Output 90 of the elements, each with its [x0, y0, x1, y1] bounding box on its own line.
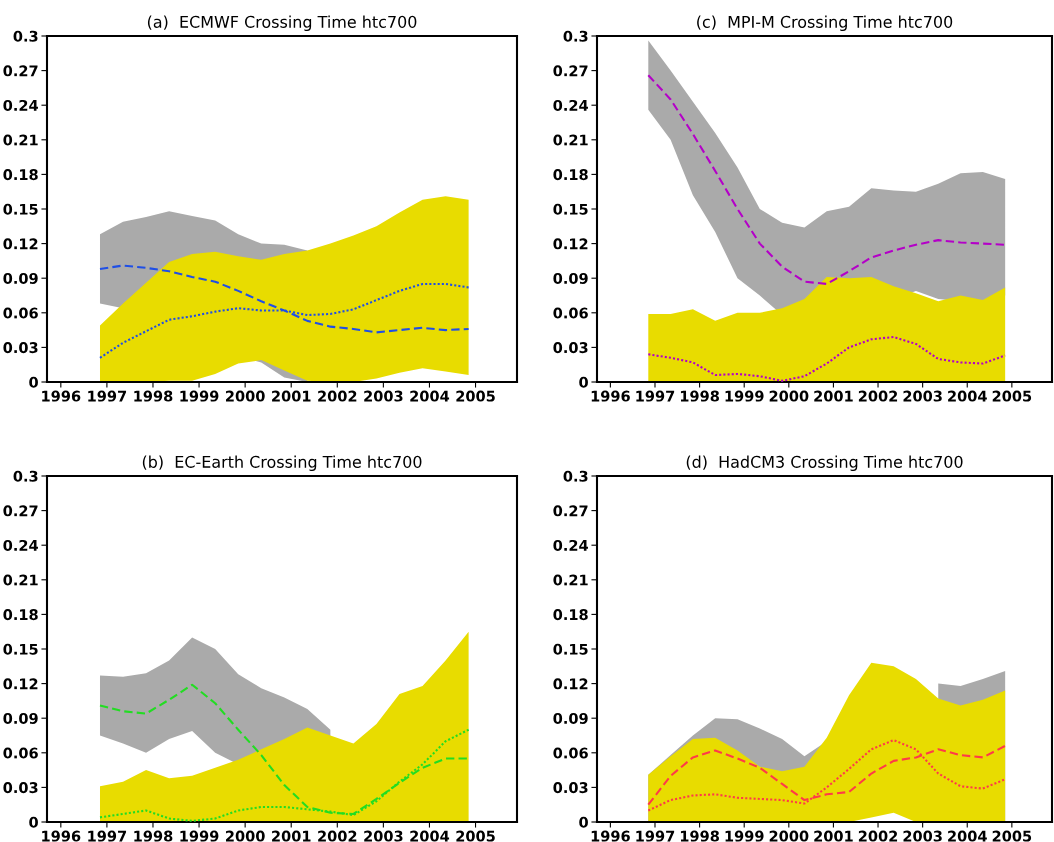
x-tick-label: 2003 [364, 830, 403, 842]
x-tick-label: 2003 [364, 390, 403, 402]
x-tick-label: 1997 [88, 830, 127, 842]
y-tick-label: 0.09 [3, 272, 38, 284]
x-tick-label: 2002 [858, 390, 898, 402]
x-tick-label: 2005 [992, 390, 1032, 402]
chart-title: (b) EC-Earth Crossing Time htc700 [142, 455, 422, 471]
x-tick-label: 2005 [992, 830, 1032, 842]
line-series [647, 74, 1007, 286]
y-tick-label: 0.15 [553, 643, 588, 655]
x-tick-label: 2002 [858, 830, 898, 842]
y-tick-label: 0 [579, 816, 588, 828]
x-tick-label: 2000 [769, 390, 809, 402]
x-tick-label: 1996 [42, 390, 81, 402]
y-tick-label: 0.12 [553, 238, 588, 250]
x-tick-label: 2000 [226, 390, 265, 402]
y-tick-label: 0.3 [563, 470, 588, 482]
x-tick-label: 1999 [725, 830, 764, 842]
y-tick-label: 0.09 [553, 712, 588, 724]
y-tick-label: 0.27 [553, 65, 588, 77]
y-tick-label: 0.27 [553, 505, 588, 517]
x-tick-label: 1996 [42, 830, 81, 842]
y-tick-label: 0.3 [563, 30, 588, 42]
chart-title: (a) ECMWF Crossing Time htc700 [147, 15, 417, 31]
x-tick-label: 1997 [636, 830, 675, 842]
x-tick-label: 2004 [948, 390, 987, 402]
y-tick-label: 0.21 [553, 134, 588, 146]
x-tick-label: 2000 [226, 830, 265, 842]
y-tick-label: 0.03 [553, 782, 588, 794]
x-tick-label: 2002 [318, 390, 357, 402]
y-tick-label: 0.15 [3, 203, 38, 215]
chart-title: (c) MPI-M Crossing Time htc700 [697, 15, 953, 31]
y-tick-label: 0.03 [3, 782, 38, 794]
y-tick-label: 0.15 [3, 643, 38, 655]
y-tick-label: 0 [29, 816, 38, 828]
y-tick-label: 0.18 [553, 609, 588, 621]
x-tick-label: 1999 [180, 390, 219, 402]
x-tick-label: 2003 [903, 390, 942, 402]
x-tick-label: 1998 [680, 830, 719, 842]
y-tick-label: 0.21 [3, 574, 38, 586]
x-tick-label: 1996 [591, 830, 630, 842]
x-tick-label: 1999 [180, 830, 219, 842]
y-tick-label: 0.21 [3, 134, 38, 146]
x-tick-label: 2003 [903, 830, 942, 842]
x-tick-label: 1998 [134, 390, 173, 402]
x-tick-label: 1996 [591, 390, 630, 402]
x-tick-label: 2001 [272, 390, 311, 402]
y-tick-label: 0.3 [13, 30, 38, 42]
x-tick-label: 2002 [318, 830, 357, 842]
x-tick-label: 2001 [272, 830, 311, 842]
y-tick-label: 0.03 [553, 342, 588, 354]
y-tick-label: 0.21 [553, 574, 588, 586]
x-tick-label: 2005 [456, 830, 495, 842]
x-tick-label: 1997 [636, 390, 675, 402]
y-tick-label: 0.27 [3, 65, 38, 77]
x-tick-label: 1998 [134, 830, 173, 842]
y-tick-label: 0.06 [3, 307, 38, 319]
y-tick-label: 0.3 [13, 470, 38, 482]
y-tick-label: 0.24 [553, 99, 588, 111]
y-tick-label: 0 [29, 376, 38, 388]
x-tick-label: 2001 [814, 390, 853, 402]
x-tick-label: 1999 [725, 390, 764, 402]
y-tick-label: 0 [579, 376, 588, 388]
y-tick-label: 0.15 [553, 203, 588, 215]
x-tick-label: 2004 [948, 830, 987, 842]
y-tick-label: 0.12 [553, 678, 588, 690]
y-tick-label: 0.24 [3, 99, 38, 111]
y-tick-label: 0.24 [553, 539, 588, 551]
y-tick-label: 0.18 [3, 609, 38, 621]
x-tick-label: 2000 [769, 830, 809, 842]
y-tick-label: 0.06 [553, 747, 588, 759]
line-series [647, 739, 1007, 812]
x-tick-label: 1997 [88, 390, 127, 402]
y-tick-label: 0.03 [3, 342, 38, 354]
y-tick-label: 0.09 [3, 712, 38, 724]
x-tick-label: 2004 [410, 830, 450, 842]
chart-title: (d) HadCM3 Crossing Time htc700 [686, 455, 963, 471]
y-tick-label: 0.09 [553, 272, 588, 284]
x-tick-label: 2001 [814, 830, 853, 842]
y-tick-label: 0.27 [3, 505, 38, 517]
x-tick-label: 2005 [456, 390, 495, 402]
x-tick-label: 1998 [680, 390, 719, 402]
y-tick-label: 0.06 [553, 307, 588, 319]
x-tick-label: 2004 [410, 390, 450, 402]
y-tick-label: 0.18 [3, 169, 38, 181]
y-tick-label: 0.12 [3, 678, 38, 690]
y-tick-label: 0.24 [3, 539, 38, 551]
y-tick-label: 0.12 [3, 238, 38, 250]
y-tick-label: 0.06 [3, 747, 38, 759]
y-tick-label: 0.18 [553, 169, 588, 181]
